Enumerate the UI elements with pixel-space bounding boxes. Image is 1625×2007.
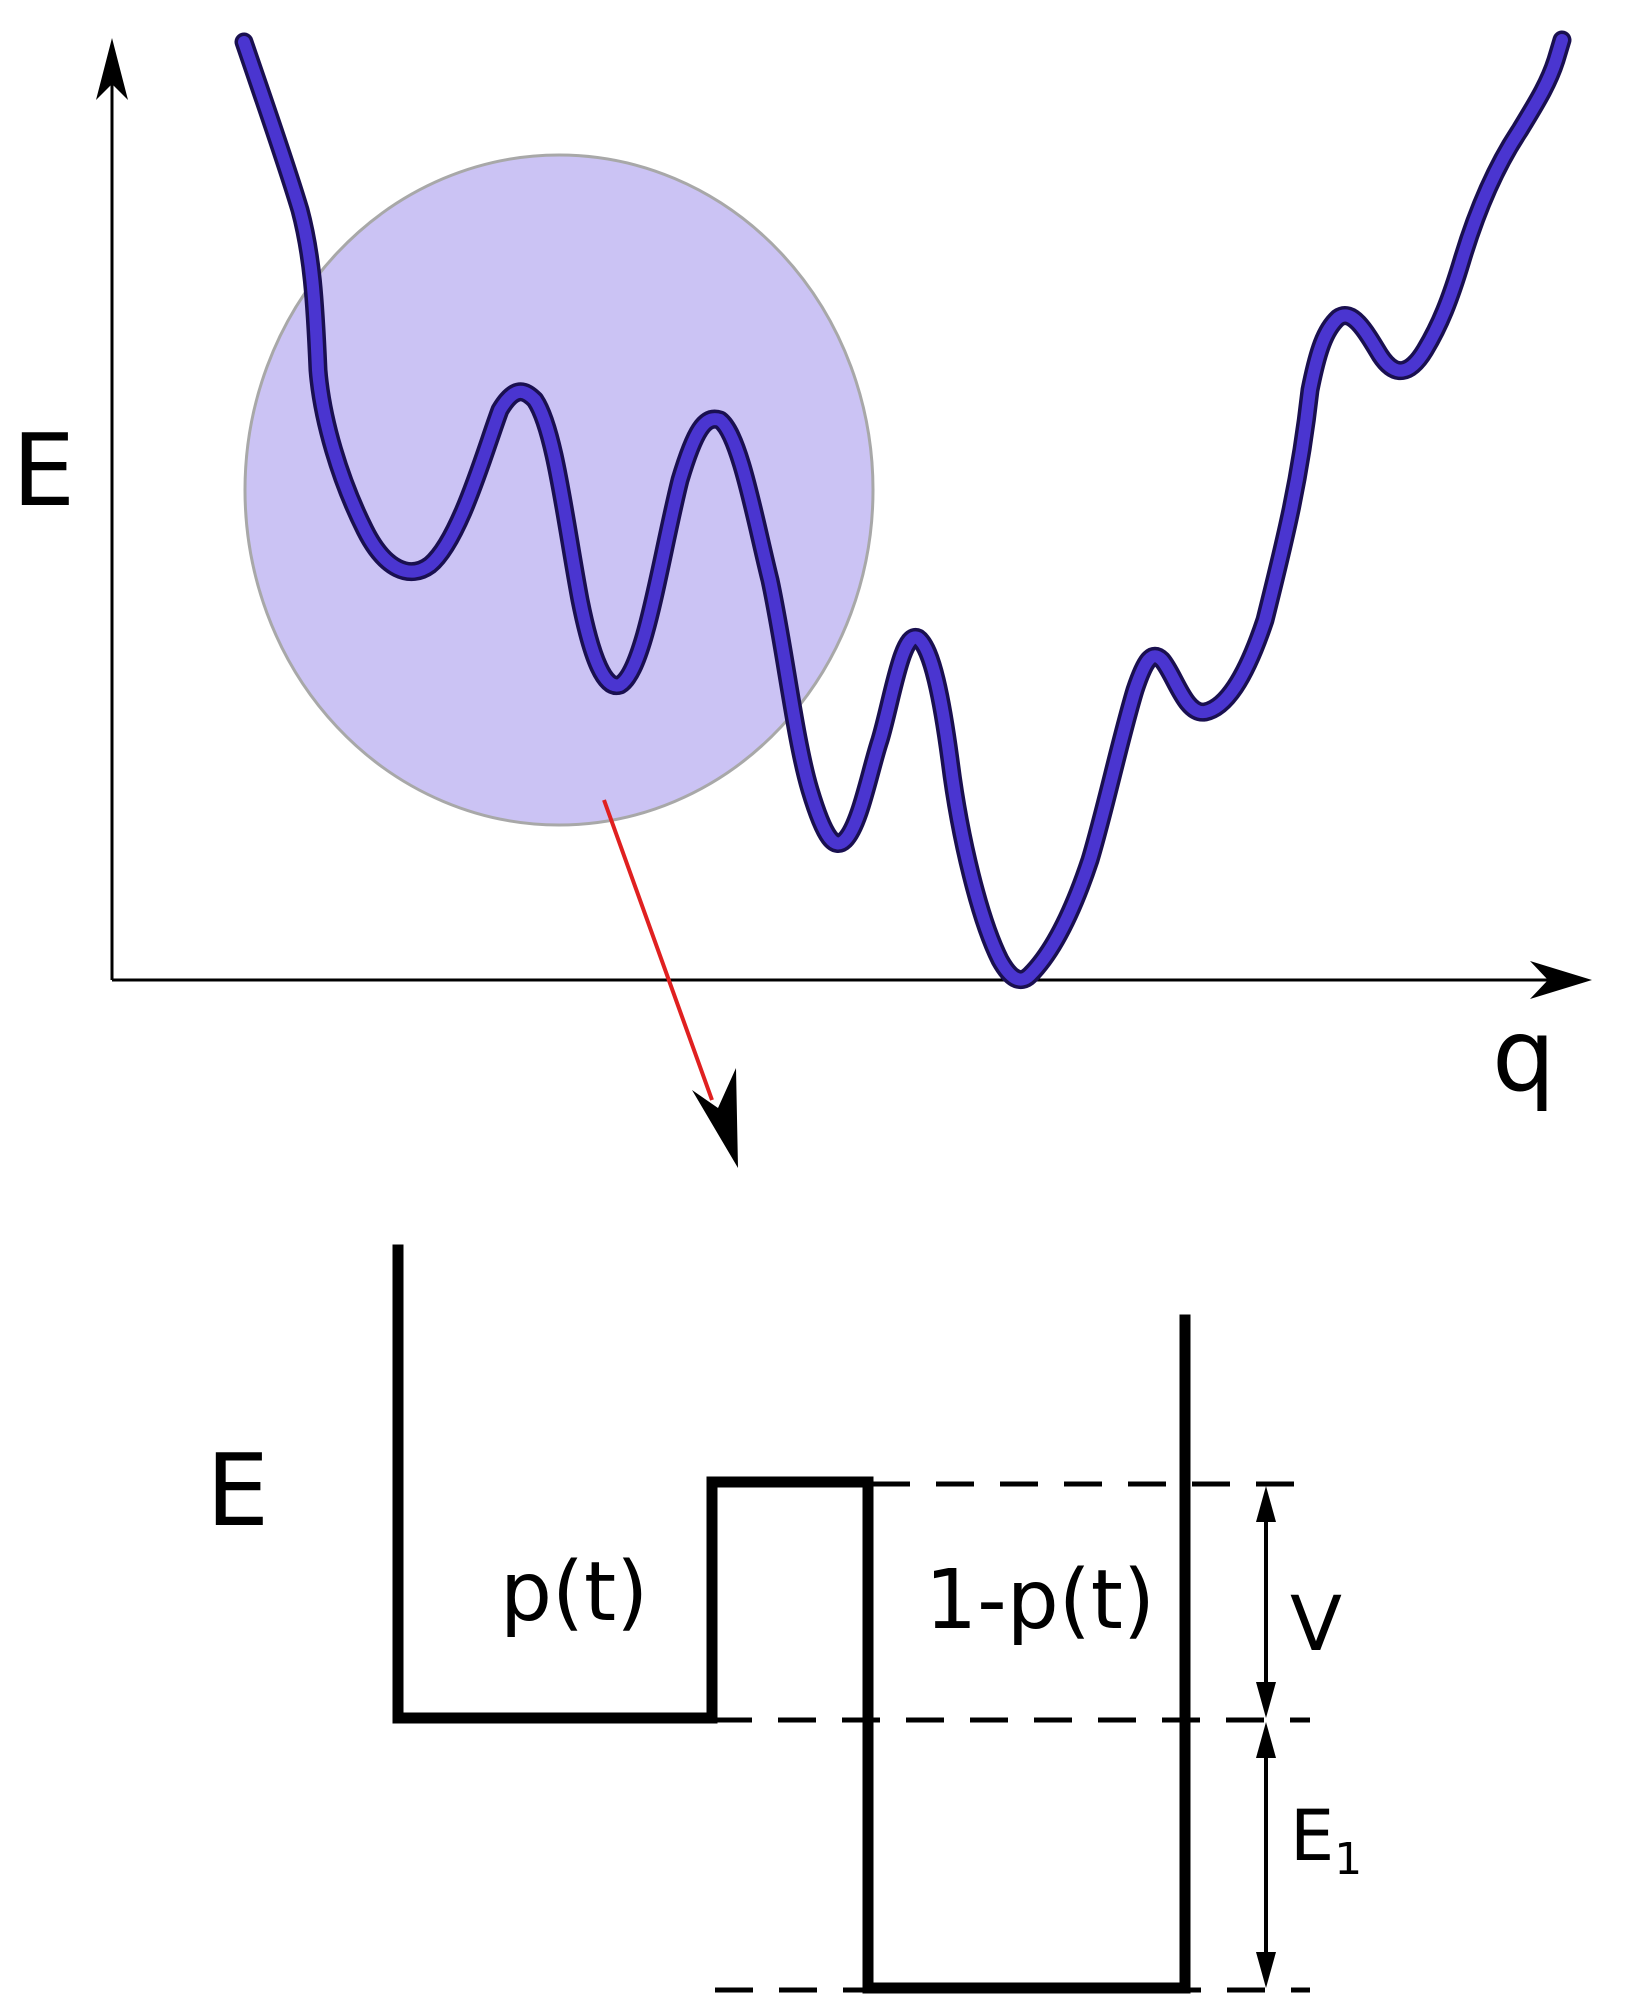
v-gap-arrow — [1256, 1486, 1276, 1718]
zoom-arrowhead — [692, 1068, 738, 1168]
depth-label-subscript: 1 — [1334, 1834, 1362, 1885]
right-well-probability-label: 1-p(t) — [925, 1553, 1155, 1648]
zoom-arrow — [602, 799, 738, 1168]
energy-landscape-panel: E q — [12, 30, 1592, 1114]
depth-label: E1 — [1290, 1795, 1362, 1885]
y-axis-arrowhead — [96, 38, 128, 100]
left-well-probability-label: p(t) — [500, 1545, 648, 1640]
landscape-x-axis-label: q — [1492, 997, 1555, 1114]
e1-depth-arrow — [1256, 1722, 1276, 1988]
landscape-y-axis-label: E — [12, 412, 75, 529]
x-axis-arrowhead — [1530, 961, 1592, 999]
barrier-gap-label: V — [1290, 1579, 1342, 1668]
energy-curve — [234, 30, 1572, 989]
depth-label-base: E — [1290, 1795, 1334, 1877]
double-well-panel: E p(t) 1-p(t) V E1 — [206, 1244, 1362, 1994]
well-y-axis-label: E — [206, 1432, 269, 1549]
